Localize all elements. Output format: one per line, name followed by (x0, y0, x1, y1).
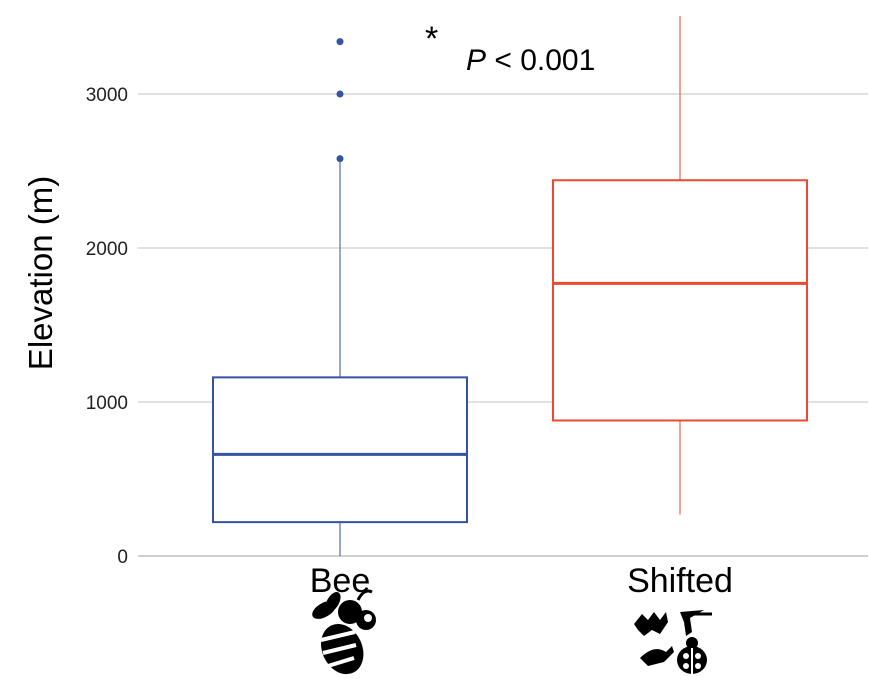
box-shifted (552, 16, 808, 515)
y-tick-labels: 0 1000 2000 3000 (86, 85, 128, 568)
box-bee (212, 38, 468, 556)
x-category-label: Shifted (627, 562, 733, 600)
significance-star: * (425, 20, 438, 58)
outlier-point (336, 38, 344, 46)
y-tick-label: 2000 (86, 239, 128, 260)
boxes (212, 16, 808, 556)
p-value-annotation: P < 0.001 (466, 44, 595, 77)
bee-icon (312, 589, 376, 675)
outlier-point (336, 90, 344, 98)
y-axis-label: Elevation (m) (22, 176, 59, 370)
y-tick-label: 0 (117, 547, 128, 568)
x-category-labels: Bee Shifted (310, 562, 733, 600)
p-value-text: < 0.001 (486, 44, 595, 77)
p-symbol: P (466, 44, 486, 77)
x-category-label: Bee (310, 562, 371, 600)
y-tick-label: 3000 (86, 85, 128, 106)
iqr-box (212, 376, 468, 524)
y-tick-label: 1000 (86, 393, 128, 414)
iqr-box (552, 179, 808, 422)
bat-bird-hummingbird-ladybug-icon (634, 610, 712, 674)
outlier-point (336, 155, 344, 163)
